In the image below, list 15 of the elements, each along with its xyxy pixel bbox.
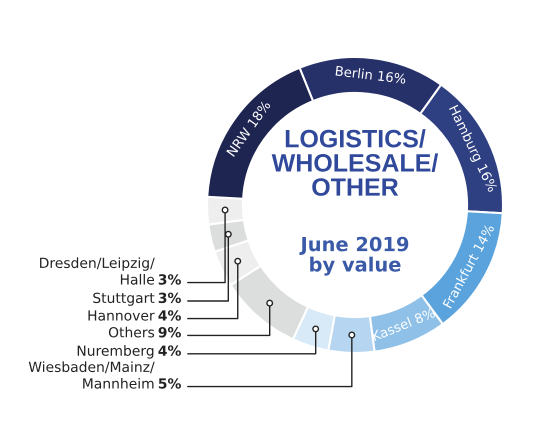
data-label: 5% <box>158 378 181 389</box>
slice-label: Stuttgart <box>93 292 154 306</box>
data-label: 3% <box>158 274 181 285</box>
data-label: 3% <box>158 292 181 304</box>
slice-label: Others <box>108 326 154 338</box>
data-label: 4% <box>158 345 181 356</box>
slice-label: Dresden/Leipzig/ Halle <box>40 257 155 285</box>
slice-label: Berlin 16% <box>336 65 406 84</box>
slice-label: Nuremberg <box>78 345 154 359</box>
slice-label: Wiesbaden/Mainz/ Mannheim <box>28 361 155 389</box>
text: LOGISTICS/ WHOLESALE/ OTHER <box>272 129 438 196</box>
slice-label: Hannover <box>88 310 155 321</box>
text: June 2019 by value <box>299 236 408 276</box>
data-label: 9% <box>158 327 181 338</box>
data-label: 4% <box>158 310 181 321</box>
